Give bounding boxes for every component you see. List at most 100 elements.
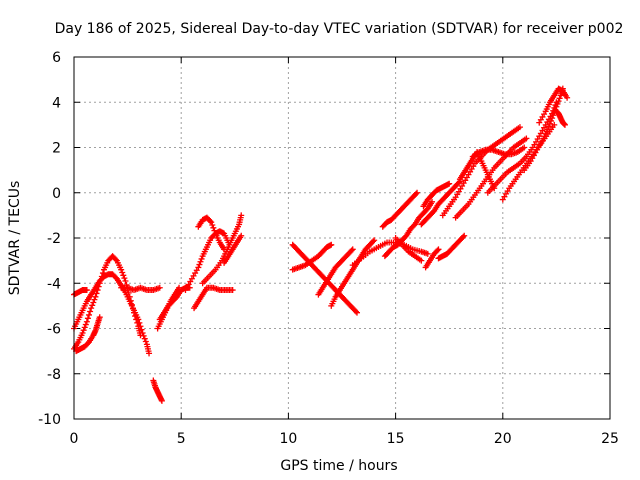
data-point [83,318,90,325]
data-point [352,308,359,315]
data-point [88,305,95,312]
x-tick-label: 20 [494,431,512,447]
data-point [139,330,146,337]
data-point [521,144,528,151]
data-point [446,180,453,187]
data-point [119,269,126,276]
x-tick-label: 10 [279,431,297,447]
data-point [176,284,183,291]
x-tick-label: 0 [70,431,79,447]
data-point [414,189,421,196]
data-point [211,227,218,234]
data-point [523,135,530,142]
data-point [118,266,125,273]
x-tick-label: 5 [177,431,186,447]
data-point [195,264,202,271]
data-point [349,246,356,253]
data-point [112,256,119,263]
data-point [96,314,103,321]
data-point [122,277,129,284]
data-point [210,224,217,231]
data-point [142,338,149,345]
data-point [79,330,86,337]
data-point [229,287,236,294]
y-tick-label: -2 [47,231,61,247]
plot-frame [73,56,611,420]
data-point [198,255,205,262]
data-point [196,261,203,268]
chart-title: Day 186 of 2025, Sidereal Day-to-day VTE… [55,21,624,37]
x-tick-labels: 0 5 10 15 20 25 [70,431,619,447]
data-point [238,232,245,239]
data-point [424,250,431,257]
y-tick-label: 6 [52,50,61,66]
data-point [197,258,204,265]
data-point [137,323,144,330]
data-point [371,237,378,244]
data-point [555,98,562,105]
y-tick-label: -4 [47,276,61,292]
x-tick-label: 15 [387,431,405,447]
data-point [429,198,436,205]
data-point [545,123,552,130]
data-point [434,247,441,254]
data-point [121,275,128,282]
data-point [120,272,127,279]
data-point [138,326,145,333]
y-tick-label: -6 [47,322,61,338]
data-point [135,316,142,323]
y-tick-label: -8 [47,367,61,383]
y-tick-label: -10 [38,412,61,428]
data-point [546,120,553,127]
data-point [370,238,377,245]
data-point [82,321,89,328]
data-point [238,212,245,219]
data-points [71,85,571,404]
data-point [156,284,163,291]
data-point [207,218,214,225]
data-point [86,311,93,318]
data-point [136,319,143,326]
data-point [209,221,216,228]
data-point [461,232,468,239]
y-tick-labels: -10 -8 -6 -4 -2 0 2 4 6 [38,50,61,428]
data-point [550,112,557,119]
data-point [140,332,147,339]
data-point [551,121,558,128]
y-axis-label: SDTVAR / TECUs [7,181,23,296]
data-point [91,296,98,303]
y-tick-label: 2 [52,141,61,157]
data-point [435,246,442,253]
data-point [90,299,97,306]
data-point [418,257,425,264]
data-point [561,121,568,128]
data-point [549,115,556,122]
data-point [564,94,571,101]
data-point [208,219,215,226]
data-point [158,397,165,404]
data-point [554,100,561,107]
data-point [141,335,148,342]
data-point [516,124,523,131]
data-point [460,233,467,240]
data-point [544,126,551,133]
x-tick-label: 25 [601,431,619,447]
data-point [348,247,355,254]
data-point [92,293,99,300]
data-point [354,309,361,316]
x-axis-label: GPS time / hours [280,458,397,474]
y-tick-label: 4 [52,95,61,111]
data-point [84,315,91,322]
y-tick-label: 0 [52,186,61,202]
data-point [81,324,88,331]
data-point [412,190,419,197]
data-point [83,287,90,294]
data-point [80,327,87,334]
data-point [548,117,555,124]
data-point [87,308,94,315]
data-point [556,95,563,102]
data-point [328,241,335,248]
data-point [89,302,96,309]
